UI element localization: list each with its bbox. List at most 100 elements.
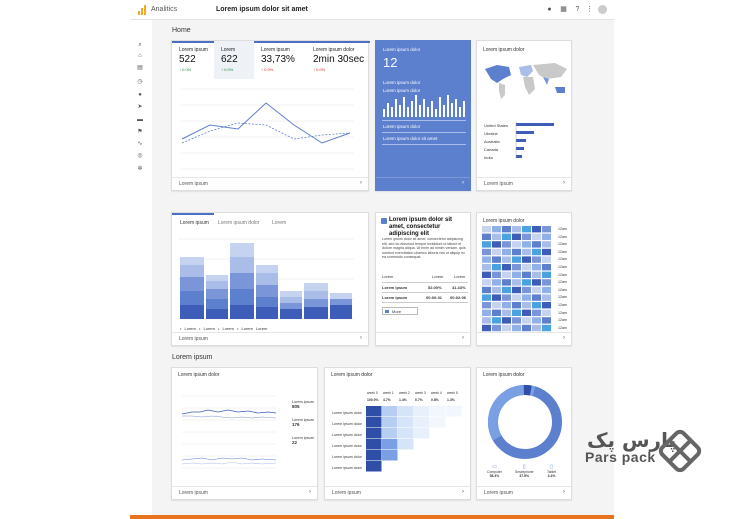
heatmap-cell [522, 226, 531, 233]
heatmap-cell [542, 302, 551, 309]
home-icon[interactable]: ⌂ [138, 53, 142, 59]
cohort-cell [366, 428, 382, 439]
heatmap-cell [482, 271, 491, 278]
geo-bar-chart [515, 121, 554, 159]
heatmap-cell [522, 256, 531, 263]
heatmap-cell [522, 286, 531, 294]
heatmap-cell [502, 233, 511, 240]
cohort-cell [382, 450, 398, 461]
devices-card: Lorem ipsum dolor ▭ Computer 58.4% ▯ Smartp… [476, 367, 572, 500]
more-vert-icon[interactable]: ⋮ [586, 6, 593, 13]
heatmap-cell [522, 233, 531, 240]
heatmap-cell [492, 309, 501, 316]
acquisition-footer[interactable]: Lorem ipsum › [172, 332, 368, 345]
metric-sessions[interactable]: Lorem 622 ↑ 0.0% [214, 41, 254, 79]
conversions-icon[interactable]: ⚑ [137, 129, 143, 135]
search-icon[interactable]: ⌕ [138, 42, 142, 48]
customization-icon[interactable]: ▤ [137, 65, 143, 71]
heatmap-cell [532, 279, 541, 286]
trend-footer[interactable]: Lorem ipsum › [172, 486, 317, 499]
cohort-grid [366, 406, 462, 472]
top-bar: Analitics Lorem ipsum dolor sit amet ● ▦… [130, 0, 614, 20]
cohort-cell [382, 428, 398, 439]
behavior-icon[interactable]: ▬ [137, 117, 143, 123]
attribution-icon[interactable]: ∿ [137, 141, 143, 147]
insight-footer[interactable]: › [376, 332, 470, 345]
heatmap-cell [492, 317, 501, 324]
heatmap-cell [542, 317, 551, 324]
heatmap-cell [532, 264, 541, 271]
section-title-second: Lorem ipsum [172, 354, 213, 361]
heatmap-cell [542, 279, 551, 286]
heatmap-cell [542, 324, 551, 332]
cohort-cell [382, 406, 398, 417]
cohort-cell [366, 406, 382, 417]
heatmap-cell [542, 264, 551, 271]
heatmap-cell [512, 264, 521, 271]
tab-sessions[interactable]: Lorem ipsum dolor [218, 220, 260, 226]
heatmap-footer[interactable]: › [477, 332, 571, 345]
heatmap-cell [502, 317, 511, 324]
heatmap-cell [512, 226, 521, 233]
heatmap-cell [542, 233, 551, 240]
admin-gear-icon[interactable]: ✲ [137, 166, 143, 172]
page-title[interactable]: Lorem ipsum dolor sit amet [216, 6, 308, 13]
heatmap-cell [482, 324, 491, 332]
apps-grid-icon[interactable]: ▦ [560, 6, 567, 13]
cohort-cell [414, 417, 430, 428]
world-map [485, 63, 567, 99]
cohort-cell [414, 428, 430, 439]
heatmap-cell [522, 271, 531, 278]
acquisition-legend: • Lorem • Lorem • Lorem • Lorem Lorem [180, 326, 268, 331]
heatmap-cell [522, 294, 531, 301]
tab-other[interactable]: Lorem [272, 220, 287, 226]
heatmap-cell [502, 248, 511, 256]
heatmap-cell [492, 286, 501, 294]
realtime-icon[interactable]: ◷ [137, 79, 143, 85]
tab-users[interactable]: Lorem ipsum [180, 220, 209, 226]
heatmap-cell [482, 233, 491, 240]
metric-bounce-rate[interactable]: Lorem ipsum 33,73% ↑ 0.0% [261, 47, 295, 72]
heatmap-cell [532, 294, 541, 301]
metric-session-duration[interactable]: Lorem ipsum dolor 2min 30sec ↑ 0.0% [313, 47, 365, 72]
heatmap-cell [522, 264, 531, 271]
audience-icon[interactable]: ● [138, 92, 142, 98]
heatmap-cell [502, 302, 511, 309]
heatmap-cell [482, 264, 491, 271]
cohort-cell [366, 439, 382, 450]
heatmap-hour-labels: 12am 12am 12am 12am 12am 12am 12am 12am 12am 12am… [558, 227, 567, 330]
heatmap-cell [512, 286, 521, 294]
heatmap-cell [512, 324, 521, 332]
heatmap-cell [532, 256, 541, 263]
acquisition-icon[interactable]: ➤ [137, 104, 143, 110]
help-icon[interactable]: ? [575, 6, 580, 13]
more-button[interactable]: More [382, 307, 418, 315]
overview-card: Lorem ipsum 522 ↑ 0.0% Lorem 622 ↑ 0.0% Lore… [171, 40, 370, 191]
heatmap-cell [512, 309, 521, 316]
heatmap-cell [482, 279, 491, 286]
metric-users[interactable]: Lorem ipsum 522 ↑ 0.0% [179, 47, 208, 72]
heatmap-cell [512, 256, 521, 263]
overview-footer[interactable]: Lorem ipsum › [172, 177, 368, 190]
heatmap-cell [512, 241, 521, 248]
heatmap-cell [502, 279, 511, 286]
heatmap-cell [522, 302, 531, 309]
heatmap-cell [532, 309, 541, 316]
avatar[interactable] [598, 5, 607, 14]
heatmap-cell [532, 302, 541, 309]
geo-card: Lorem ipsum dolor United States Ukraine Au… [476, 40, 572, 191]
realtime-footer[interactable]: › [376, 177, 470, 190]
notification-icon[interactable]: ● [547, 6, 552, 13]
devices-footer[interactable]: Lorem ipsum › [477, 486, 571, 499]
cohort-title: Lorem ipsum dolor [331, 372, 373, 378]
geo-footer[interactable]: Lorem ipsum › [477, 177, 571, 190]
heatmap-cell [532, 317, 541, 324]
analytics-logo-icon [138, 5, 148, 15]
heatmap-cell [482, 302, 491, 309]
cohort-footer[interactable]: Lorem ipsum › [325, 486, 470, 499]
heatmap-cell [502, 271, 511, 278]
devices-title: Lorem ipsum dolor [483, 372, 525, 378]
heatmap-cell [482, 241, 491, 248]
discover-icon[interactable]: ◎ [137, 153, 143, 159]
cohort-cell [366, 417, 382, 428]
